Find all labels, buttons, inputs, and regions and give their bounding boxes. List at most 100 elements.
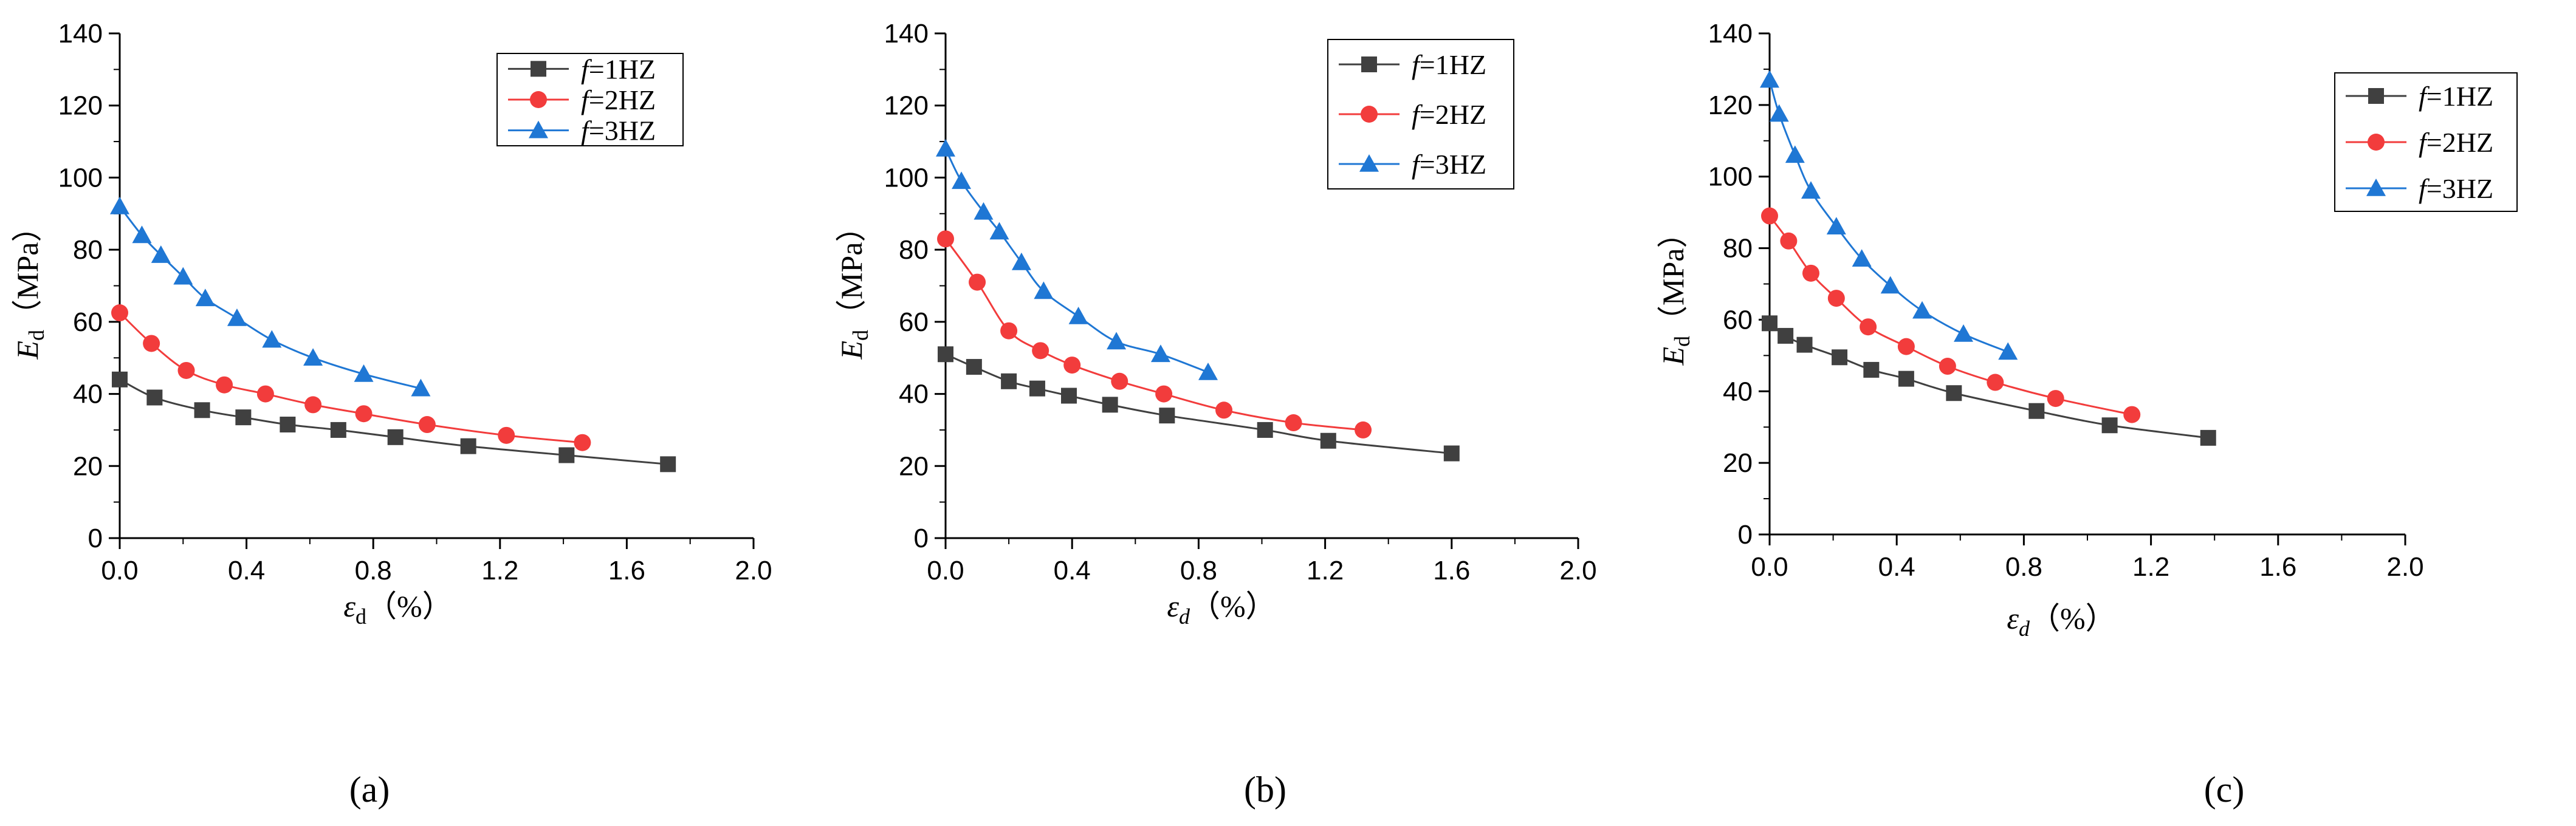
data-point <box>1802 264 1819 282</box>
y-tick-label: 0 <box>914 524 929 553</box>
x-tick-label: 1.6 <box>608 556 645 585</box>
data-point <box>1032 342 1049 360</box>
legend-item-2: f=2HZ <box>2346 127 2493 158</box>
data-point <box>1860 318 1877 336</box>
data-point <box>936 138 955 157</box>
y-tick-label: 80 <box>899 235 929 265</box>
x-tick-label: 1.2 <box>481 556 518 585</box>
data-point <box>1912 301 1932 319</box>
legend-label-value: =2HZ <box>2427 127 2493 158</box>
data-point <box>1852 249 1872 267</box>
data-point <box>195 288 215 307</box>
data-point <box>1777 327 1794 344</box>
legend-label: f=3HZ <box>581 115 656 146</box>
data-point <box>411 378 431 397</box>
data-point <box>1102 397 1118 413</box>
data-point <box>1215 401 1233 419</box>
data-point <box>2123 406 2141 423</box>
data-point <box>280 417 296 433</box>
data-point <box>1760 70 1779 88</box>
y-axis-title: Ed（MPa） <box>834 211 873 360</box>
x-tick-label: 0.8 <box>1180 556 1217 585</box>
x-axis-title-subscript: d <box>2019 616 2030 641</box>
data-point <box>1011 252 1031 270</box>
legend-marker <box>530 91 547 108</box>
data-point <box>194 402 210 418</box>
data-point <box>1946 385 1962 401</box>
legend-item-3: f=3HZ <box>2346 173 2493 204</box>
x-tick-label: 1.2 <box>1307 556 1344 585</box>
data-point <box>989 222 1009 240</box>
data-point <box>1001 373 1017 389</box>
data-point <box>146 389 163 406</box>
series-2 <box>1761 207 2141 423</box>
x-tick-label: 0.4 <box>1878 552 1915 582</box>
series-3 <box>1760 70 2018 360</box>
y-tick-label: 140 <box>884 19 929 49</box>
data-point <box>966 359 982 375</box>
x-tick-label: 2.0 <box>735 556 772 585</box>
legend-marker <box>2368 134 2385 151</box>
y-tick-label: 80 <box>1723 234 1753 264</box>
data-point <box>1762 315 1777 332</box>
y-tick-label: 20 <box>899 451 929 481</box>
y-axis-title: Ed（MPa） <box>10 211 49 360</box>
x-tick-label: 2.0 <box>1559 556 1596 585</box>
data-point <box>355 405 373 423</box>
data-point <box>1068 306 1088 324</box>
y-tick-label: 40 <box>1723 377 1753 406</box>
panel-label: (b) <box>1244 770 1286 810</box>
data-point <box>1111 372 1128 390</box>
data-point <box>1897 338 1915 355</box>
data-point <box>177 361 195 379</box>
data-point <box>1898 370 1914 387</box>
data-point <box>1198 362 1218 380</box>
x-axis-title-subscript: d <box>1179 604 1190 629</box>
panel-label: (a) <box>349 770 390 810</box>
x-axis-title: εd（%） <box>1167 589 1276 629</box>
data-point <box>2047 390 2064 408</box>
y-tick-label: 120 <box>884 91 929 121</box>
y-tick-label: 60 <box>899 307 929 337</box>
data-point <box>151 245 171 263</box>
legend-label: f=1HZ <box>2419 81 2493 112</box>
data-point <box>1063 357 1081 374</box>
x-tick-label: 0.0 <box>927 556 964 585</box>
legend-item-3: f=3HZ <box>508 115 656 146</box>
data-point <box>952 171 972 189</box>
x-axis-title: εd（%） <box>2007 601 2115 641</box>
data-point <box>460 438 476 454</box>
legend-label-value: =2HZ <box>1420 99 1486 130</box>
legend-marker <box>1361 56 1377 72</box>
data-point <box>2200 429 2216 446</box>
data-point <box>110 196 129 214</box>
y-axis-title-unit: （MPa） <box>10 211 44 329</box>
data-point <box>173 267 193 285</box>
y-axis-title: Ed（MPa） <box>1656 217 1694 366</box>
data-point <box>1863 361 1880 378</box>
data-point <box>262 330 282 348</box>
legend-label: f=1HZ <box>581 53 656 84</box>
data-point <box>1159 408 1175 424</box>
y-axis-title-subscript: d <box>24 330 49 341</box>
y-axis-title-unit: （MPa） <box>1656 217 1690 335</box>
x-axis-title: εd（%） <box>343 589 452 629</box>
y-axis-title-symbol: E <box>834 341 868 360</box>
x-axis-title-symbol: ε <box>343 589 355 623</box>
legend-marker <box>529 120 548 138</box>
legend-label: f=2HZ <box>1412 99 1486 130</box>
legend-label: f=2HZ <box>2419 127 2493 158</box>
y-tick-label: 100 <box>884 163 929 193</box>
legend-label: f=3HZ <box>2419 173 2493 204</box>
legend-label-value: =3HZ <box>2427 173 2493 204</box>
y-tick-label: 60 <box>1723 305 1753 335</box>
x-axis-title-symbol: ε <box>2007 601 2019 635</box>
y-tick-label: 100 <box>58 163 103 193</box>
data-point <box>132 225 152 244</box>
x-tick-label: 0.4 <box>1054 556 1091 585</box>
x-tick-label: 1.6 <box>2259 552 2296 582</box>
series-line <box>944 148 1209 374</box>
x-tick-label: 0.0 <box>1751 552 1788 582</box>
data-point <box>418 416 436 434</box>
